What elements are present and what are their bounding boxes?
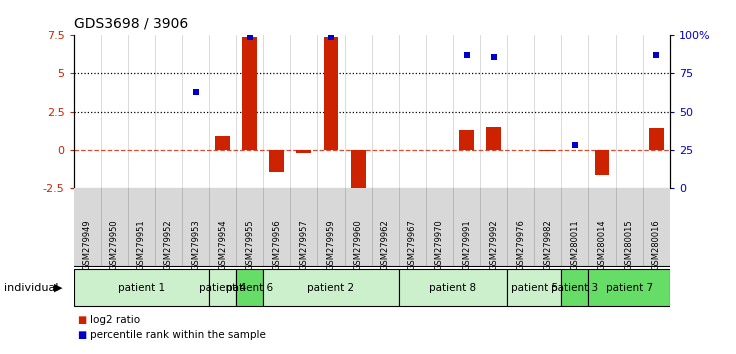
Text: patient 6: patient 6 [226, 282, 273, 293]
Text: patient 2: patient 2 [308, 282, 355, 293]
Bar [350, 149, 366, 188]
Text: log2 ratio: log2 ratio [90, 315, 140, 325]
Text: patient 4: patient 4 [199, 282, 247, 293]
Bar [263, 269, 399, 306]
Text: patient 3: patient 3 [551, 282, 598, 293]
Text: patient 8: patient 8 [429, 282, 476, 293]
Text: individual: individual [4, 282, 58, 293]
Bar [459, 130, 474, 149]
Bar [507, 269, 562, 306]
Bar [540, 149, 555, 151]
Bar [236, 269, 263, 306]
Text: ▶: ▶ [54, 282, 63, 293]
Bar [324, 37, 339, 149]
Text: ■: ■ [77, 315, 87, 325]
Bar [648, 128, 664, 149]
Bar [74, 269, 209, 306]
Bar [209, 269, 236, 306]
Text: GDS3698 / 3906: GDS3698 / 3906 [74, 17, 188, 31]
Bar [562, 269, 589, 306]
Bar [399, 269, 507, 306]
Bar [595, 149, 609, 176]
Bar [589, 269, 670, 306]
Text: patient 5: patient 5 [511, 282, 558, 293]
Text: percentile rank within the sample: percentile rank within the sample [90, 330, 266, 339]
Text: ■: ■ [77, 330, 87, 339]
Bar [269, 149, 284, 172]
Text: patient 1: patient 1 [118, 282, 165, 293]
Bar [242, 37, 257, 149]
Bar [297, 149, 311, 153]
Text: patient 7: patient 7 [606, 282, 653, 293]
Bar [486, 127, 501, 149]
Bar [215, 136, 230, 149]
